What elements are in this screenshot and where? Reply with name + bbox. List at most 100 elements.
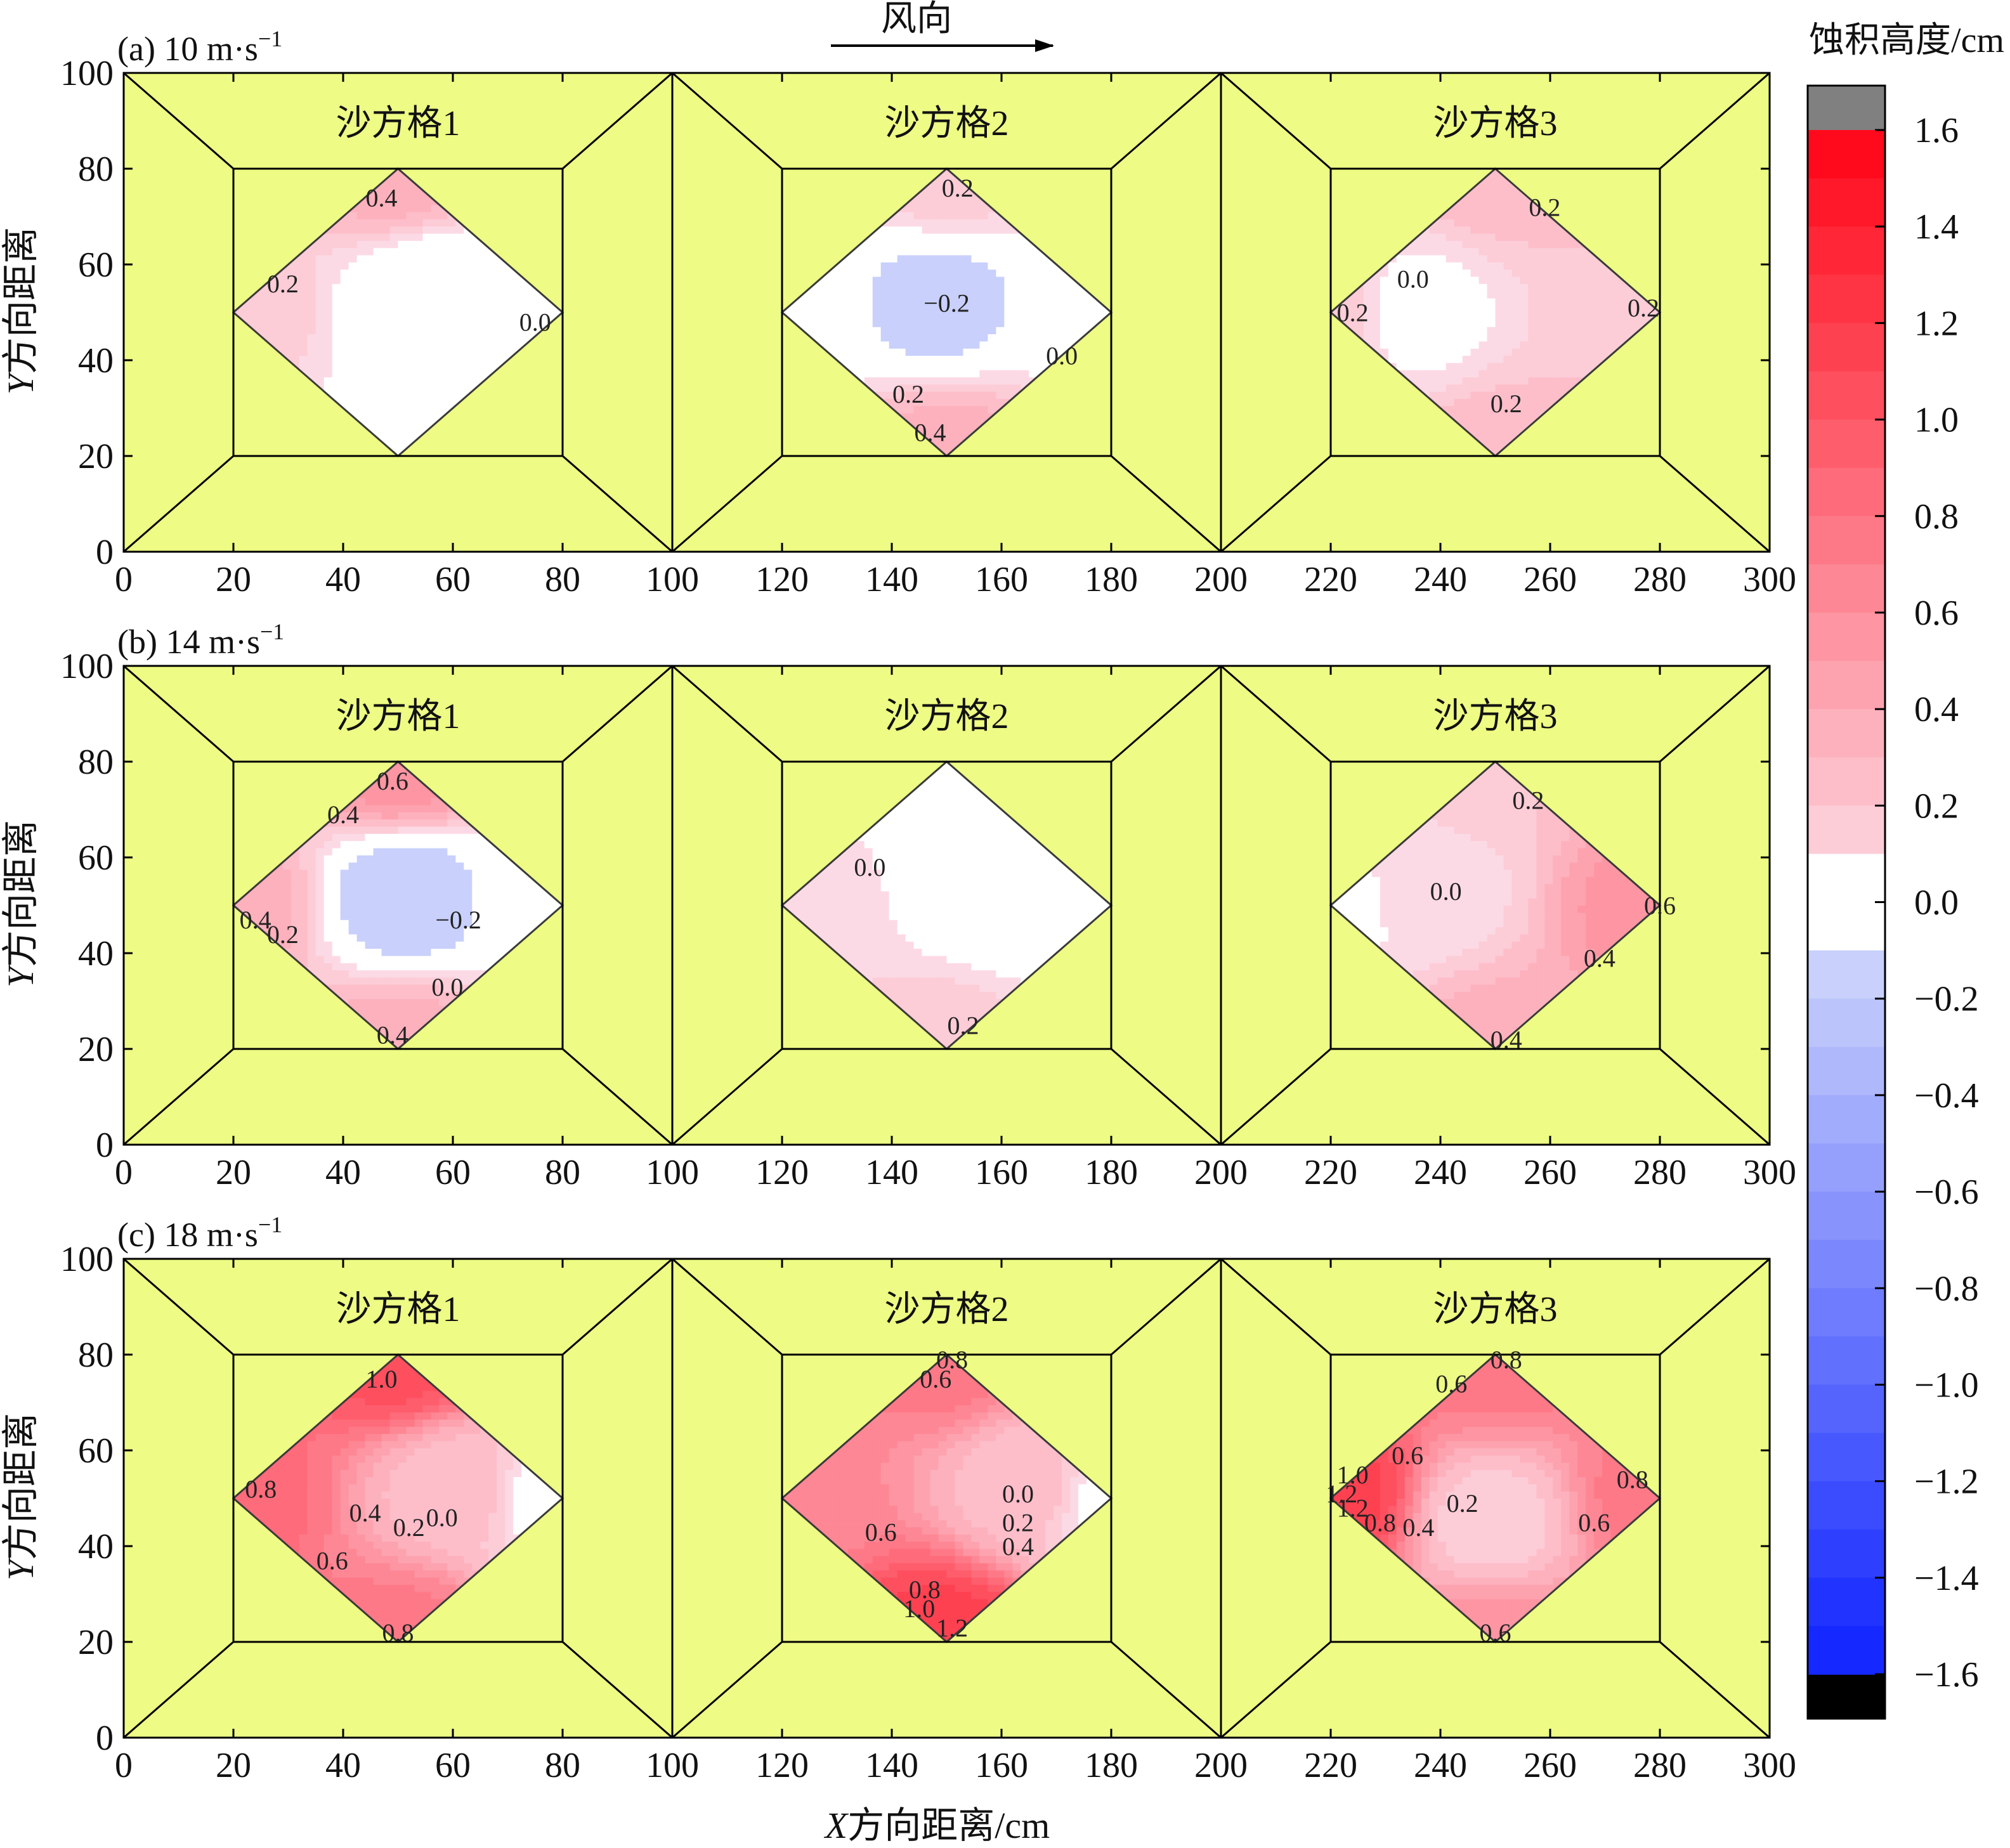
contour-cell xyxy=(872,355,882,363)
contour-cell xyxy=(1487,290,1496,299)
contour-cell xyxy=(1487,176,1496,184)
contour-cell xyxy=(1495,219,1504,227)
contour-cell xyxy=(1528,391,1537,399)
contour-cell xyxy=(1511,377,1521,385)
contour-cell xyxy=(307,341,317,349)
contour-cell xyxy=(1520,341,1529,349)
contour-cell xyxy=(439,319,448,327)
contour-cell xyxy=(315,377,325,385)
contour-cell xyxy=(505,305,514,313)
contour-cell xyxy=(979,233,988,241)
contour-cell xyxy=(880,370,890,378)
contour-cell xyxy=(1338,312,1348,320)
contour-cell xyxy=(1371,341,1381,349)
contour-cell xyxy=(930,254,939,263)
contour-cell xyxy=(241,305,251,313)
x-tick-label: 120 xyxy=(755,560,809,599)
contour-cell xyxy=(1495,441,1504,450)
contour-cell xyxy=(988,219,996,227)
contour-cell xyxy=(1544,240,1553,249)
contour-cell xyxy=(955,276,964,284)
contour-cell xyxy=(1070,305,1079,313)
contour-cell xyxy=(398,190,407,198)
contour-cell xyxy=(1012,377,1021,385)
contour-label: 0.0 xyxy=(519,308,551,337)
contour-cell xyxy=(1021,247,1029,256)
contour-cell xyxy=(814,283,824,292)
contour-cell xyxy=(913,247,923,256)
contour-cell xyxy=(1478,247,1488,256)
contour-cell xyxy=(1355,305,1364,313)
contour-cell xyxy=(414,370,424,378)
contour-cell xyxy=(1561,334,1570,342)
contour-cell xyxy=(1437,391,1447,399)
contour-cell xyxy=(447,341,456,349)
contour-cell xyxy=(381,290,391,299)
contour-cell xyxy=(1594,341,1603,349)
contour-cell xyxy=(1087,297,1095,306)
contour-cell xyxy=(274,276,284,284)
contour-cell xyxy=(290,319,300,327)
contour-cell xyxy=(922,312,931,320)
contour-cell xyxy=(488,341,497,349)
contour-cell xyxy=(963,283,972,292)
contour-cell xyxy=(889,290,898,299)
contour-cell xyxy=(381,327,391,335)
contour-cell xyxy=(340,276,349,284)
contour-cell xyxy=(1470,355,1480,363)
contour-cell xyxy=(946,384,956,392)
contour-cell xyxy=(1421,362,1430,370)
contour-cell xyxy=(1470,247,1480,256)
contour-cell xyxy=(455,226,464,234)
contour-cell xyxy=(1569,348,1578,356)
contour-cell xyxy=(340,297,349,306)
contour-cell xyxy=(1380,348,1389,356)
contour-cell xyxy=(414,190,424,198)
contour-cell xyxy=(414,413,424,420)
contour-cell xyxy=(1421,341,1430,349)
contour-cell xyxy=(422,398,431,407)
contour-cell xyxy=(1487,413,1496,420)
contour-cell xyxy=(971,334,980,342)
contour-cell xyxy=(381,233,391,241)
contour-cell xyxy=(406,420,415,428)
contour-cell xyxy=(1380,269,1389,277)
contour-cell xyxy=(905,262,915,270)
contour-cell xyxy=(864,283,873,292)
contour-cell xyxy=(864,327,873,335)
contour-cell xyxy=(880,341,890,349)
contour-cell xyxy=(831,348,840,356)
contour-cell xyxy=(1437,290,1447,299)
contour-cell xyxy=(930,262,939,270)
contour-cell xyxy=(1619,283,1628,292)
contour-cell xyxy=(823,319,832,327)
panel-b: 沙方格10.60.40.40.2−0.20.00.4沙方格20.00.2沙方格3… xyxy=(60,619,1796,1192)
contour-cell xyxy=(1511,384,1521,392)
contour-cell xyxy=(299,254,308,263)
contour-cell xyxy=(530,327,538,335)
contour-cell xyxy=(913,290,923,299)
contour-cell xyxy=(406,211,415,219)
contour-cell xyxy=(472,362,481,370)
contour-cell xyxy=(930,405,939,413)
grid-diagonal xyxy=(672,455,783,553)
contour-cell xyxy=(996,327,1005,335)
contour-cell xyxy=(488,297,497,306)
contour-cell xyxy=(406,355,415,363)
contour-cell xyxy=(1602,305,1611,313)
contour-cell xyxy=(439,377,448,385)
contour-cell xyxy=(955,370,964,378)
contour-cell xyxy=(1454,211,1463,219)
contour-cell xyxy=(946,327,956,335)
contour-cell xyxy=(521,290,530,299)
contour-cell xyxy=(406,319,415,327)
contour-cell xyxy=(530,297,538,306)
contour-cell xyxy=(880,362,890,370)
contour-cell xyxy=(1437,219,1447,227)
contour-cell xyxy=(1528,327,1537,335)
contour-cell xyxy=(897,290,906,299)
contour-cell xyxy=(988,370,996,378)
contour-cell xyxy=(988,327,996,335)
contour-cell xyxy=(505,341,514,349)
contour-cell xyxy=(938,176,948,184)
